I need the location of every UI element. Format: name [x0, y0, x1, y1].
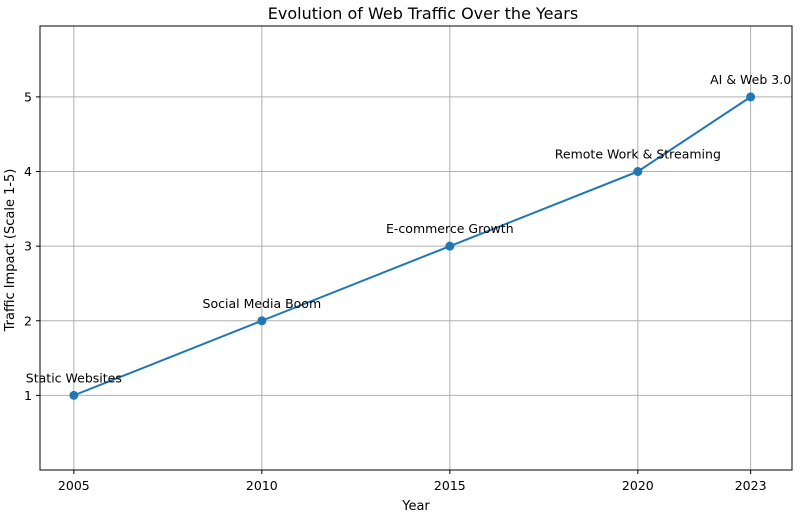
data-point [445, 241, 455, 251]
point-annotation: Remote Work & Streaming [555, 147, 721, 162]
axis-ticks: 2005 2010 2015 2020 2023 1 2 3 4 5 [24, 89, 766, 493]
grid [40, 26, 792, 470]
y-tick-label: 1 [24, 388, 32, 403]
x-tick-label: 2020 [622, 478, 654, 493]
data-point [746, 92, 756, 102]
x-tick-label: 2010 [246, 478, 278, 493]
data-point [633, 167, 643, 177]
y-axis-label: Traffic Impact (Scale 1-5) [3, 169, 18, 333]
x-axis-label: Year [401, 499, 430, 512]
point-annotation: AI & Web 3.0 [710, 72, 791, 87]
point-annotation: Static Websites [26, 370, 122, 385]
series [69, 92, 756, 400]
y-tick-label: 5 [24, 89, 32, 104]
point-annotation: Social Media Boom [203, 296, 322, 311]
y-tick-label: 3 [24, 239, 32, 254]
data-point [257, 316, 267, 326]
annotations: Static Websites Social Media Boom E-commer… [26, 72, 791, 385]
point-annotation: E-commerce Growth [386, 221, 514, 236]
x-tick-label: 2005 [58, 478, 90, 493]
plot-frame [39, 25, 793, 471]
y-tick-label: 4 [24, 164, 32, 179]
x-tick-label: 2015 [434, 478, 466, 493]
y-tick-label: 2 [24, 313, 32, 328]
data-point [69, 390, 79, 400]
chart-title: Evolution of Web Traffic Over the Years [268, 4, 578, 23]
x-tick-label: 2023 [735, 478, 767, 493]
